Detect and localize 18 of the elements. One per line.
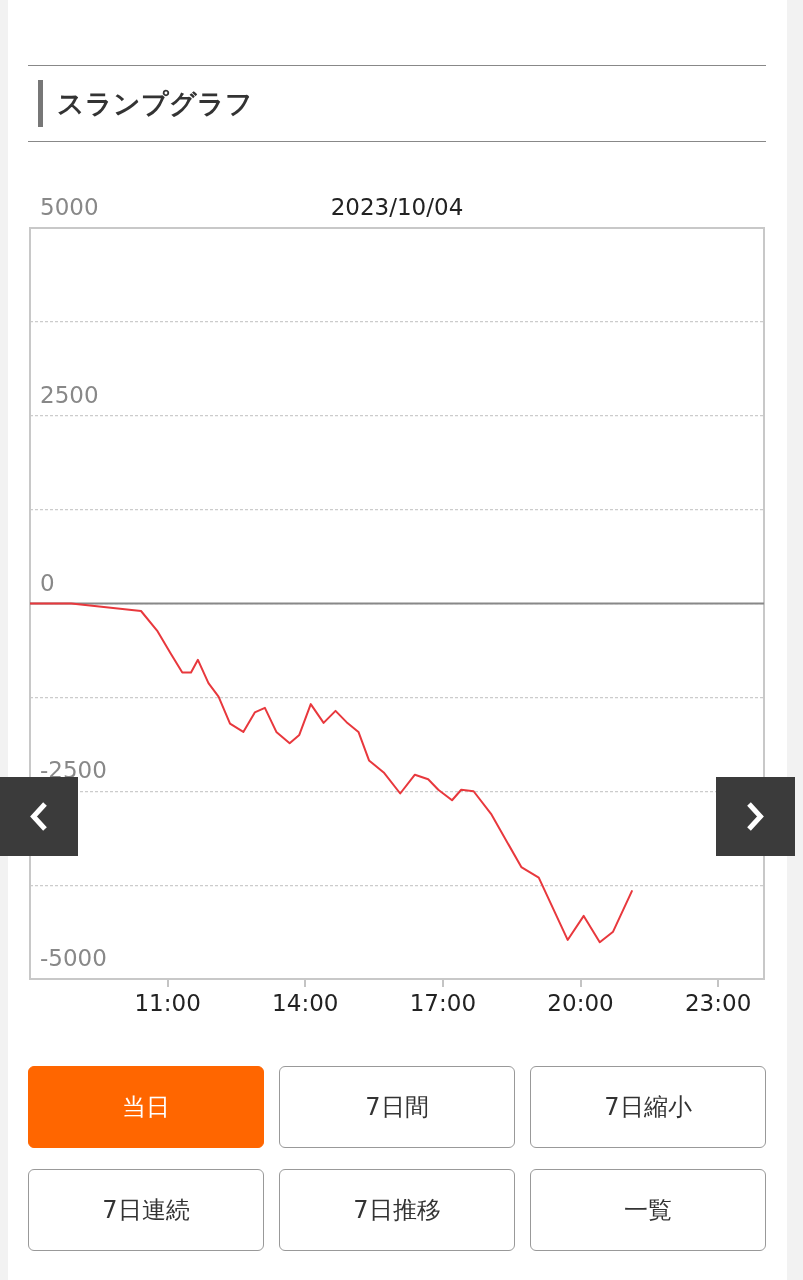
previous-button[interactable] [0,777,78,856]
x-tick-label: 14:00 [272,989,339,1016]
chart-subtitle: 2023/10/04 [330,194,464,220]
range-button[interactable]: 7日推移 [279,1169,515,1251]
next-button[interactable] [716,777,795,856]
y-tick-label: 0 [40,569,55,596]
y-tick-label: 2500 [40,381,99,408]
range-button[interactable]: 7日間 [279,1066,515,1148]
x-tick-label: 17:00 [409,989,477,1016]
range-button[interactable]: 7日連続 [28,1169,264,1251]
y-tick-label: -5000 [40,945,107,971]
x-tick-label: 11:00 [134,989,201,1016]
x-tick-label: 20:00 [547,989,614,1016]
range-button[interactable]: 一覧 [530,1169,766,1251]
chart-title: スランプグラフ [38,80,253,127]
y-tick-label: 5000 [40,194,99,220]
range-button[interactable]: 7日縮小 [530,1066,766,1148]
x-tick-label: 23:00 [684,989,752,1016]
